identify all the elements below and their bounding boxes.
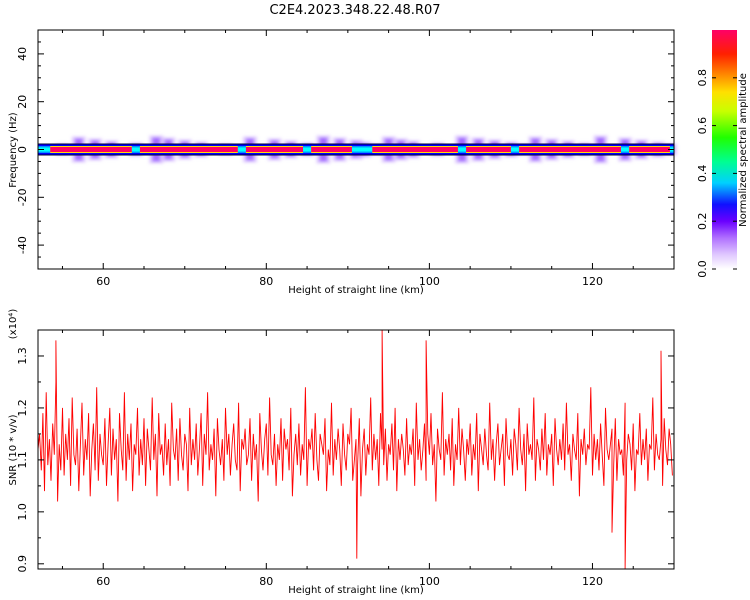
x-tick-label: 80 xyxy=(259,275,273,288)
strong-segment xyxy=(629,147,670,152)
heatmap-marks xyxy=(38,135,677,164)
snr-panel: 60 80 100 120 0.9 1.0 1.1 1.2 1.3 Height of stra… xyxy=(8,309,675,596)
colorbar-ticks: 0.0 0.2 0.4 0.6 0.8 xyxy=(696,69,737,278)
bottom-x-axis-label: Height of straight line (km) xyxy=(288,585,424,596)
strong-segment xyxy=(466,147,511,152)
y-tick-label: 0.9 xyxy=(16,555,29,573)
x-tick-label: 60 xyxy=(96,275,110,288)
y-tick-label: 0 xyxy=(16,146,29,153)
y-tick-label: 20 xyxy=(16,95,29,109)
bottom-axis-ticks: 60 80 100 120 0.9 1.0 1.1 1.2 1.3 xyxy=(16,330,675,588)
x-tick-label: 120 xyxy=(582,275,603,288)
strong-segment xyxy=(50,147,132,152)
strong-segment xyxy=(519,147,621,152)
top-axis-ticks: 60 80 100 120 -40 -20 0 20 40 xyxy=(16,29,675,288)
colorbar-tick-label: 0.6 xyxy=(696,117,709,135)
colorbar-gradient xyxy=(712,30,737,269)
colorbar-tick-label: 0.0 xyxy=(696,260,709,278)
bottom-plot-frame xyxy=(37,329,675,570)
x-tick-label: 100 xyxy=(419,275,440,288)
band-core xyxy=(38,148,674,151)
colorbar-label: Normalized spectral amplitude xyxy=(738,73,749,227)
x-tick-label: 60 xyxy=(96,575,110,588)
y-tick-label: -20 xyxy=(16,188,29,206)
strong-segment xyxy=(245,147,303,152)
bottom-y-axis-label: SNR (10 * v/v) xyxy=(8,414,19,485)
y-tick-label: 1.1 xyxy=(16,451,29,469)
y-tick-label: 1.0 xyxy=(16,503,29,521)
colorbar: 0.0 0.2 0.4 0.6 0.8 Normalized spectral ampl… xyxy=(696,30,749,278)
bottom-y-multiplier: (x10⁴) xyxy=(8,309,19,340)
y-tick-label: -40 xyxy=(16,236,29,254)
colorbar-tick-label: 0.8 xyxy=(696,69,709,87)
top-y-axis-label: Frequency (Hz) xyxy=(8,112,19,188)
y-tick-label: 1.2 xyxy=(16,399,29,417)
y-tick-label: 1.3 xyxy=(16,347,29,365)
spectrogram-panel: 60 80 100 120 -40 -20 0 20 40 Height of straight… xyxy=(8,29,677,296)
strong-segment xyxy=(311,147,352,152)
x-tick-label: 120 xyxy=(582,575,603,588)
strong-segment xyxy=(372,147,458,152)
figure-title: C2E4.2023.348.22.48.R07 xyxy=(269,3,440,18)
y-tick-label: 40 xyxy=(16,47,29,61)
snr-series-line xyxy=(38,330,673,569)
x-tick-label: 80 xyxy=(259,575,273,588)
colorbar-tick-label: 0.2 xyxy=(696,212,709,230)
x-tick-label: 100 xyxy=(419,575,440,588)
strong-segment xyxy=(139,147,238,152)
snr-line-marks xyxy=(38,330,673,569)
colorbar-tick-label: 0.4 xyxy=(696,165,709,183)
top-x-axis-label: Height of straight line (km) xyxy=(288,285,424,296)
